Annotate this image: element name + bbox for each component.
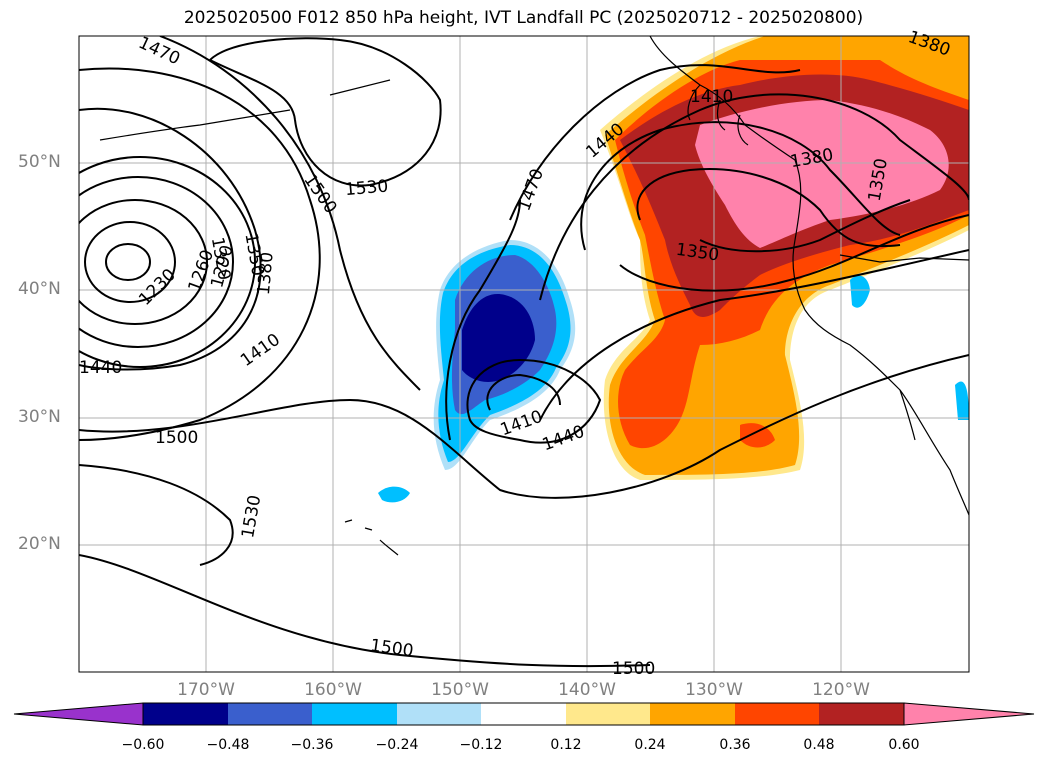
contour-label: 1500: [612, 659, 655, 679]
contour-label: 1530: [344, 176, 389, 200]
colorbar-tick-label: 0.24: [634, 737, 666, 753]
contour-label: 1470: [135, 33, 183, 69]
colorbar-bin: [481, 703, 566, 725]
colorbar-extend-low: [13, 702, 144, 726]
colorbar-bin: [312, 703, 397, 725]
lon-label: 130°W: [685, 680, 743, 700]
colorbar-tick-label: −0.48: [206, 737, 250, 753]
contour-label: 1470: [514, 166, 548, 213]
contour-label: 1410: [237, 330, 284, 371]
colorbar-tick-label: 0.12: [550, 737, 582, 753]
colorbar-bin: [397, 703, 481, 725]
lat-label: 50°N: [18, 152, 61, 172]
colorbar-bin: [735, 703, 819, 725]
contour-label: 1500: [155, 428, 198, 448]
contour-label: 1440: [79, 358, 122, 378]
shade-neg-small2: [850, 275, 870, 308]
contour-label: 1380: [254, 251, 278, 296]
colorbar-tick-label: 0.36: [719, 737, 751, 753]
colorbar-bin: [650, 703, 735, 725]
contour-label: 1530: [238, 494, 265, 540]
shade-neg-small: [378, 486, 410, 503]
shade-036b: [740, 423, 775, 448]
colorbar-tick-label: −0.36: [290, 737, 334, 753]
colorbar-tick-label: −0.60: [121, 737, 165, 753]
contour-label: 1500: [369, 636, 415, 662]
map-frame: [78, 35, 970, 673]
lon-label: 170°W: [177, 680, 235, 700]
lat-label: 30°N: [18, 407, 61, 427]
colorbar-bin: [566, 703, 650, 725]
colorbar-bin: [228, 703, 312, 725]
lat-label: 20°N: [18, 534, 61, 554]
lat-label: 40°N: [18, 279, 61, 299]
colorbar-tick-label: −0.12: [459, 737, 503, 753]
colorbar-tick-label: −0.24: [375, 737, 419, 753]
lon-label: 120°W: [812, 680, 870, 700]
lon-label: 160°W: [304, 680, 362, 700]
shade-neg-small3: [955, 381, 969, 420]
coastlines: [99, 36, 969, 556]
chart-title: 2025020500 F012 850 hPa height, IVT Land…: [183, 8, 864, 28]
colorbar-bin: [819, 703, 904, 725]
shaded-fields: [378, 36, 969, 503]
shade-060: [695, 100, 949, 248]
colorbar-bin: [143, 703, 228, 725]
colorbar-extend-high: [903, 702, 1035, 726]
contour-label: 1440: [540, 422, 587, 456]
colorbar: [13, 702, 1035, 726]
contour-label: 1500: [299, 171, 340, 218]
lon-label: 140°W: [558, 680, 616, 700]
colorbar-tick-label: 0.60: [888, 737, 920, 753]
lon-label: 150°W: [431, 680, 489, 700]
colorbar-tick-label: 0.48: [803, 737, 835, 753]
contour-label: 1410: [690, 87, 733, 107]
height-contours: [79, 36, 969, 668]
